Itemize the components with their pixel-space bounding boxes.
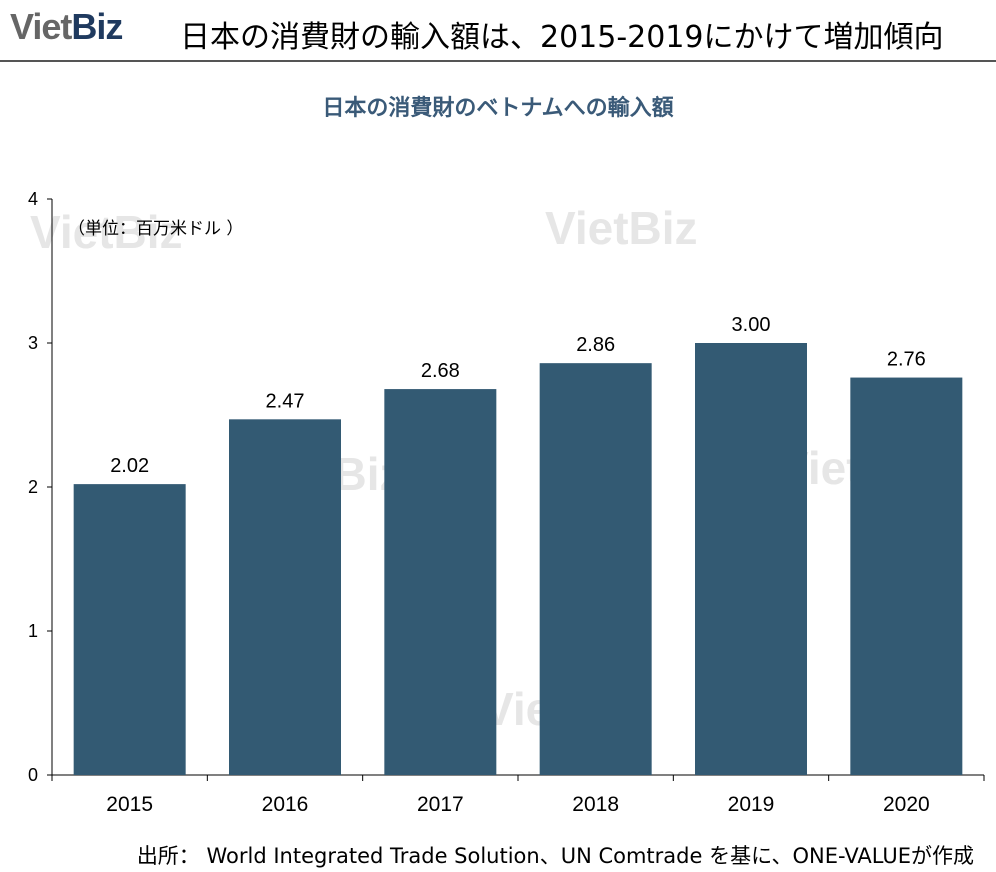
y-tick-label: 1 xyxy=(28,621,38,641)
data-label: 2.68 xyxy=(421,360,460,382)
logo-text-viet: Viet xyxy=(10,6,72,47)
x-tick-label: 2015 xyxy=(106,793,153,816)
data-label: 2.86 xyxy=(576,334,615,356)
x-tick-label: 2017 xyxy=(417,793,464,816)
data-label: 2.76 xyxy=(887,349,926,371)
chart-title: 日本の消費財のベトナムへの輸入額 xyxy=(322,96,674,121)
page-headline: 日本の消費財の輸入額は、2015-2019にかけて増加傾向 xyxy=(180,20,944,55)
data-label: 2.02 xyxy=(110,455,149,477)
bar-2016 xyxy=(229,419,341,775)
x-tick-label: 2020 xyxy=(883,793,930,816)
bar-2018 xyxy=(539,363,652,775)
y-tick-label: 2 xyxy=(28,477,38,497)
unit-label: （単位：百万米ドル ） xyxy=(68,219,243,239)
vietbiz-logo: VietBiz xyxy=(10,6,123,48)
bar-2019 xyxy=(695,343,807,775)
watermark-text: VietBiz xyxy=(545,202,698,254)
x-tick-label: 2019 xyxy=(728,793,775,816)
y-tick-label: 0 xyxy=(28,765,38,785)
x-tick-label: 2018 xyxy=(572,793,619,816)
data-label: 2.47 xyxy=(266,390,305,412)
bar-2020 xyxy=(850,377,963,775)
bar-2017 xyxy=(384,389,497,775)
logo-text-biz: Biz xyxy=(71,6,123,47)
bar-2015 xyxy=(73,484,186,775)
header-bar: VietBiz 日本の消費財の輸入額は、2015-2019にかけて増加傾向 xyxy=(0,0,996,62)
y-tick-label: 3 xyxy=(28,333,38,353)
data-label: 3.00 xyxy=(732,314,771,336)
y-tick-label: 4 xyxy=(28,189,38,209)
x-tick-label: 2016 xyxy=(262,793,309,816)
watermark-text: VietBiz xyxy=(30,206,183,258)
source-note: 出所： World Integrated Trade Solution、UN C… xyxy=(136,844,974,868)
